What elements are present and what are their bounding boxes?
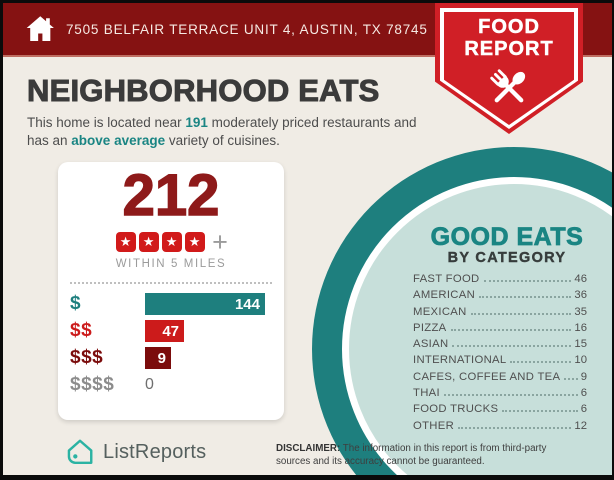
bar-label: $$$ [70,347,104,369]
star-rating: ★ ★ ★ ★ + [58,227,284,258]
category-label: PIZZA [413,321,447,334]
category-value: 35 [574,305,587,318]
bar: 144 [145,293,265,316]
category-row: MEXICAN 35 [409,306,587,318]
price-bar-chart: $144 $$ 47 $$$ 9 $$$$ 0 [58,293,284,396]
radius-caption: WITHIN 5 MILES [115,258,227,271]
category-value: 6 [580,387,587,400]
category-row: FAST FOOD 46 [409,273,587,285]
report-page: 7505 BELFAIR TERRACE UNIT 4, AUSTIN, TX … [3,3,612,475]
bar-value: 9 [157,349,166,367]
category-label: CAFES, COFFEE AND TEA [413,370,561,383]
badge-title: FOOD REPORT [435,16,583,60]
star-icon: ★ [184,232,205,253]
category-value: 9 [580,370,587,383]
category-label: INTERNATIONAL [413,354,507,367]
category-value: 16 [574,321,587,334]
category-value: 46 [574,273,587,285]
badge-title-line1: FOOD [478,16,540,38]
star-icon: ★ [138,232,159,253]
bar-area: 9 [145,347,277,370]
property-address: 7505 BELFAIR TERRACE UNIT 4, AUSTIN, TX … [66,21,428,37]
category-row: CAFES, COFFEE AND TEA 9 [409,371,587,383]
bar-area: 144 [145,293,277,316]
category-list: FAST FOOD 46 AMERICAN 36 MEXICAN 35 PIZZA 16 ASI… [409,273,587,432]
home-icon [26,16,54,42]
dotted-leader [479,296,572,299]
bar-value: 0 [145,376,154,394]
restaurant-count: 191 [185,115,208,130]
category-label: THAI [413,387,440,400]
bar-value: 47 [162,322,179,340]
category-row: THAI 6 [409,387,587,399]
bar-row: $$$ 9 [70,347,277,370]
listreports-logo: ListReports [65,437,206,467]
bar-value: 144 [234,295,260,313]
dotted-leader [470,312,572,315]
good-eats-subtitle: BY CATEGORY [447,250,567,266]
dotted-leader [510,361,572,364]
summary-card: 212 ★ ★ ★ ★ + WITHIN 5 MILES $144 $$ 47 $$$ 9 $$$… [58,162,284,420]
bar-row: $$$$ 0 [70,374,277,396]
category-value: 15 [574,338,587,351]
category-row: AMERICAN 36 [409,289,587,301]
variety-rating: above average [71,133,166,149]
dotted-leader [483,280,572,282]
bar-area: 47 [145,320,277,343]
category-label: AMERICAN [413,289,476,302]
bar: 9 [145,347,171,370]
category-label: FAST FOOD [413,273,480,285]
category-row: PIZZA 16 [409,322,587,334]
listreports-house-icon [67,439,93,464]
fork-and-spoon-icon [490,69,526,103]
page-title: NEIGHBORHOOD EATS [26,73,380,109]
good-eats-title: GOOD EATS [430,223,584,251]
category-value: 36 [574,289,587,302]
disclaimer-text: The information in this report is from t… [276,443,547,467]
bar: 47 [145,320,184,343]
dotted-leader [458,426,572,429]
subtitle-text: moderately priced restaurants and has an [27,115,417,149]
category-row: OTHER 12 [409,420,587,432]
star-icon: ★ [115,232,136,253]
category-label: ASIAN [413,338,449,351]
category-value: 12 [574,419,587,432]
bar-area: 0 [145,374,277,396]
category-value: 6 [580,403,587,416]
card-divider [70,282,272,285]
good-eats-panel: GOOD EATS BY CATEGORY FAST FOOD 46 AMERICA… [409,224,587,436]
subtitle-text: This home is located near [27,115,186,130]
plus-icon: + [212,227,228,258]
bar-label: $ [70,293,82,315]
total-restaurants: 212 [122,163,220,228]
bar-label: $$$$ [70,374,115,396]
bar-row: $$ 47 [70,320,277,343]
category-label: FOOD TRUCKS [413,403,499,416]
page-subtitle: This home is located near 191 moderately… [27,114,441,150]
dotted-leader [564,377,578,380]
food-report-badge: FOOD REPORT [435,3,583,134]
disclaimer: DISCLAIMER: The information in this repo… [276,443,574,469]
category-label: MEXICAN [413,305,467,318]
bar-label: $$ [70,320,93,342]
category-row: FOOD TRUCKS 6 [409,403,587,415]
dotted-leader [502,410,578,413]
brand-name: ListReports [103,440,207,463]
dotted-leader [452,345,572,348]
subtitle-text: variety of cuisines. [165,133,280,149]
category-value: 10 [574,354,587,367]
bar-row: $144 [70,293,277,316]
badge-title-line2: REPORT [464,37,554,60]
category-row: INTERNATIONAL 10 [409,354,587,366]
dotted-leader [443,394,578,397]
disclaimer-label: DISCLAIMER: [276,443,341,454]
category-row: ASIAN 15 [409,338,587,350]
star-icon: ★ [161,232,182,253]
dotted-leader [450,328,572,331]
category-label: OTHER [413,419,455,432]
